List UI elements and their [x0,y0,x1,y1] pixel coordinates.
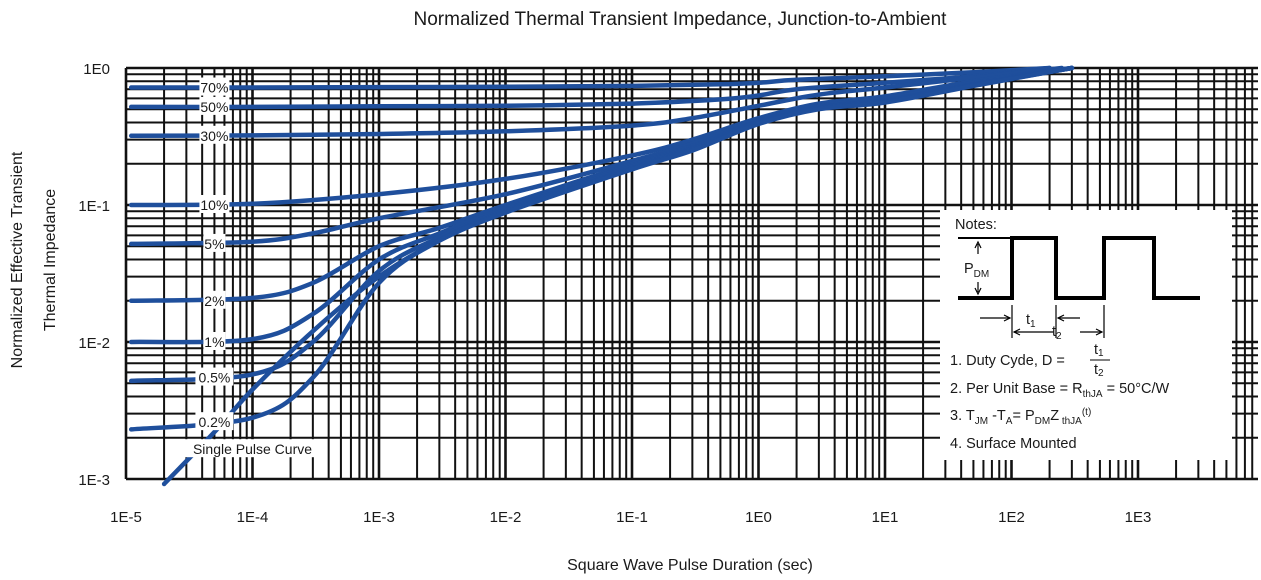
x-tick-label: 1E1 [872,509,899,526]
curve-label: 5% [204,236,224,252]
pdm-label: PDM [964,261,989,280]
y-axis-label-line1: Normalized Effective Transient [9,151,26,368]
x-tick-label: 1E-3 [363,509,395,526]
chart-title: Normalized Thermal Transient Impedance, … [414,9,948,30]
pdm-arrow-up-head [974,240,982,249]
curve-label-background [199,96,230,115]
curve-label: 50% [200,99,228,115]
series-group [128,65,1075,487]
notes-heading: Notes: [955,217,997,233]
x-tick-label: 1E0 [745,509,772,526]
curve-label-background [199,125,230,144]
curve-label-background [177,439,328,458]
y-tick-label: 1E-3 [78,472,110,489]
curve-label-background [199,195,230,213]
t1-arrow-head [1012,328,1021,336]
y-tick-label: 1E-2 [78,335,110,352]
x-tick-label: 1E2 [998,509,1025,526]
duty-numerator: t1 [1094,342,1104,359]
x-tick-label: 1E-5 [110,509,142,526]
series-line-70 [128,65,1052,90]
y-tick-labels: 1E0 1E-1 1E-2 1E-3 [78,61,110,489]
curve-label-background [199,77,230,96]
notes-background [940,210,1232,460]
note-per-unit-base: 2. Per Unit Base = RthJA = 50°C/W [950,381,1170,400]
t1-arrow-left-head [1003,314,1012,322]
curve-label: Single Pulse Curve [193,441,312,457]
curve-label-background [195,367,234,386]
curve-label: 0.5% [198,370,230,386]
x-tick-label: 1E-1 [616,509,648,526]
t2-arrow-b-head [1095,328,1104,336]
note-surface-mounted: 4. Surface Mounted [950,436,1077,452]
duty-denominator: t2 [1094,362,1104,379]
t1-label: t1 [1026,312,1036,330]
curve-label-background [203,332,226,350]
x-axis-label: Square Wave Pulse Duration (sec) [567,557,813,574]
curve-label: 1% [204,334,224,350]
curve-label: 0.2% [198,414,230,430]
curve-label-background [195,412,234,431]
series-line-50 [128,65,1052,110]
y-axis-label-line2: Thermal Impedance [42,189,59,331]
t2-label: t2 [1052,324,1062,342]
notes-box: Notes: PDM t1 t2 1. Duty Cyde, D = t1 t2… [940,210,1232,460]
pdm-arrow-down-head [974,287,982,296]
x-tick-label: 1E-4 [237,509,269,526]
x-tick-labels: 1E-5 1E-4 1E-3 1E-2 1E-1 1E0 1E1 1E2 1E3 [110,509,1151,526]
curve-label-background [203,233,226,252]
y-tick-label: 1E-1 [78,198,110,215]
pulse-waveform [958,236,1200,300]
t2-arrow-a-head [1056,314,1065,322]
x-tick-label: 1E-2 [490,509,522,526]
curve-label: 30% [200,128,228,144]
series-line-single-pulse-curve [161,65,1075,487]
series-line-30 [128,65,1065,139]
curve-label: 2% [204,293,224,309]
note-duty-cycle: 1. Duty Cyde, D = [950,353,1065,369]
note-junction-temp: 3. TJM -TA= PDMZ thJA(t) [950,407,1091,427]
curve-label-background [203,290,226,309]
curve-label: 10% [200,197,228,213]
curve-label: 70% [200,80,228,96]
x-tick-label: 1E3 [1125,509,1152,526]
y-tick-label: 1E0 [83,61,110,78]
curve-labels: 70% 50% 30% 10% 5% 2% 1% 0.5% 0.2% Single Pulse C… [177,77,328,458]
